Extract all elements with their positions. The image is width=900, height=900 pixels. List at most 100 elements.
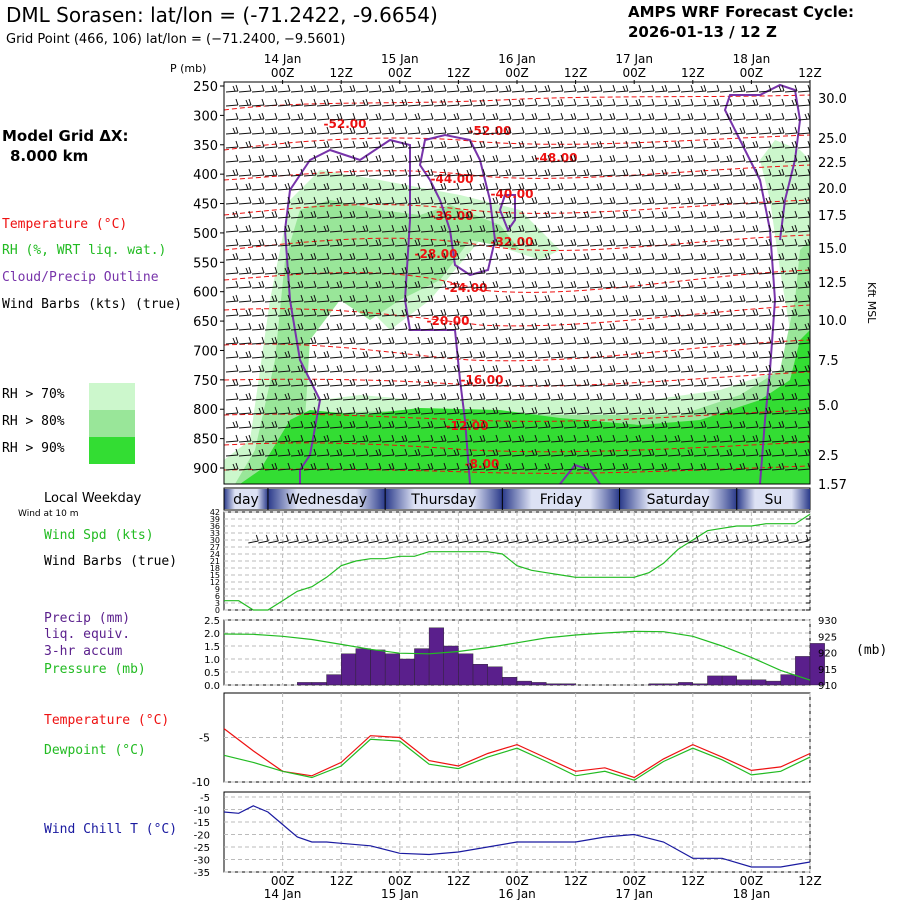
wind-barb	[771, 210, 785, 219]
wind-barb	[511, 224, 525, 233]
wind-barb	[771, 126, 785, 135]
precip-tick: 0.0	[204, 681, 220, 692]
wind-speed-tick: 30	[210, 536, 220, 545]
wind-barb	[784, 84, 798, 93]
wind-barb	[654, 266, 668, 275]
wind-barb	[602, 448, 616, 457]
wind-barb	[615, 350, 629, 359]
wind-barb	[290, 336, 304, 345]
wind-barb	[758, 224, 772, 233]
wind-barb	[693, 182, 707, 191]
wind-barb	[550, 112, 564, 121]
wind-barb	[342, 196, 356, 205]
wind-barb	[732, 448, 746, 457]
precip-bar	[428, 627, 444, 686]
wind-barb	[615, 280, 629, 289]
rh-legend-70: RH > 70%	[2, 387, 65, 402]
wind-barb	[485, 364, 499, 373]
surface-wind-barb	[738, 534, 749, 544]
wind-barb	[277, 126, 291, 135]
wind-barb	[550, 392, 564, 401]
wind-barb	[511, 168, 525, 177]
wind-barb	[498, 154, 512, 163]
wind-barb	[563, 126, 577, 135]
wind-barb	[446, 434, 460, 443]
wind-speed-tick: 12	[210, 578, 220, 587]
wind-barb	[303, 238, 317, 247]
legend-cloud: Cloud/Precip Outline	[2, 270, 159, 285]
wind-barb	[303, 378, 317, 387]
wind-barb	[732, 154, 746, 163]
surface-wind-barb	[508, 534, 519, 544]
wind-barb	[498, 462, 512, 471]
wind-barb	[420, 238, 434, 247]
surface-wind-barb	[638, 534, 649, 544]
wind-barb	[407, 182, 421, 191]
wind-barb	[511, 182, 525, 191]
wind-barb	[225, 280, 239, 289]
pressure-tick: 300	[193, 109, 218, 124]
wind-barb	[381, 126, 395, 135]
wind-barb	[732, 350, 746, 359]
wind-barb	[264, 224, 278, 233]
wind-barb	[459, 154, 473, 163]
wind-barb	[537, 392, 551, 401]
wind-barb	[498, 364, 512, 373]
wind-barb	[459, 238, 473, 247]
wind-barb	[771, 252, 785, 261]
wind-barb	[290, 168, 304, 177]
wind-barb	[446, 448, 460, 457]
wind-barb	[329, 434, 343, 443]
wind-barb	[420, 126, 434, 135]
wind-barb	[251, 112, 265, 121]
surface-wind-barb	[618, 534, 629, 544]
wind-barb	[316, 350, 330, 359]
wind-barb	[277, 196, 291, 205]
wind-chill-line	[223, 805, 811, 868]
wind-barb	[264, 266, 278, 275]
wind-barb	[693, 280, 707, 289]
wind-barb	[329, 140, 343, 149]
surface-wind-barb	[678, 534, 689, 544]
weekday-label: Wednesday	[286, 492, 367, 508]
wind-barb	[433, 98, 447, 107]
wind-barb	[329, 266, 343, 275]
kft-axis-label: Kft MSL	[865, 282, 878, 324]
wind-barb	[485, 266, 499, 275]
wind-barb	[628, 224, 642, 233]
wind-barb	[407, 224, 421, 233]
wind-barb	[602, 280, 616, 289]
wind-barb	[589, 294, 603, 303]
wind-barb	[654, 154, 668, 163]
wind-barb	[641, 98, 655, 107]
wind-barb	[433, 140, 447, 149]
wind-barb	[394, 224, 408, 233]
wind-barb	[745, 420, 759, 429]
wind-barb	[706, 112, 720, 121]
wind-barb	[719, 252, 733, 261]
wind-barb	[602, 224, 616, 233]
wind-barb	[368, 448, 382, 457]
wind-barb	[667, 434, 681, 443]
wind-barb	[316, 126, 330, 135]
wind-barb	[407, 462, 421, 471]
wind-barb	[524, 182, 538, 191]
wind-barb	[706, 210, 720, 219]
top-date-tick: 14 Jan	[264, 52, 302, 66]
wind-barb	[693, 420, 707, 429]
wind-barb	[563, 252, 577, 261]
wind-barb	[342, 378, 356, 387]
wind-barb	[446, 392, 460, 401]
wind-barb	[693, 448, 707, 457]
wind-barb	[316, 392, 330, 401]
wind-speed-line	[224, 513, 811, 611]
surface-wind-barb	[568, 534, 579, 544]
wind-barb	[758, 154, 772, 163]
wind-barb	[446, 294, 460, 303]
wind-barb	[407, 168, 421, 177]
wind-barb	[277, 252, 291, 261]
wind-barb	[498, 126, 512, 135]
wind-barb	[784, 168, 798, 177]
wind-barb	[563, 154, 577, 163]
wind-barb	[771, 350, 785, 359]
